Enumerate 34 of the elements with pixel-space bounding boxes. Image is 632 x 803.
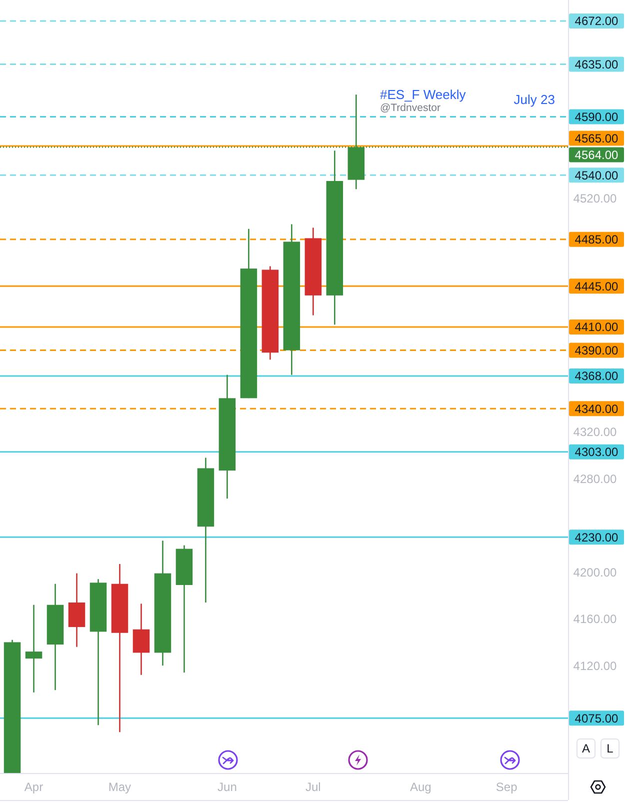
ref-line-label: 4540.00 xyxy=(574,168,619,182)
x-tick-label: Jul xyxy=(305,780,321,794)
ref-line-label: 4485.00 xyxy=(574,232,619,247)
y-tick-label: 4280.00 xyxy=(573,472,618,486)
ref-line-label: 4390.00 xyxy=(574,344,619,358)
ref-line-label: 4672.00 xyxy=(574,14,619,28)
ref-line-label: 4564.00 xyxy=(574,148,619,162)
auto-scale-button: A xyxy=(576,738,596,758)
y-tick-label: 4160.00 xyxy=(573,612,618,626)
x-tick-label: Aug xyxy=(410,780,432,794)
y-tick-label: 4520.00 xyxy=(573,192,618,206)
ref-line-label: 4565.00 xyxy=(574,131,619,146)
text: #ES_F Weekly xyxy=(380,87,466,102)
y-tick-label: 4320.00 xyxy=(573,425,618,440)
ref-line-label: 4340.00 xyxy=(574,402,619,416)
candlestick xyxy=(132,603,150,676)
candlestick xyxy=(25,604,42,694)
x-tick-label: Sep xyxy=(496,780,518,794)
ref-line-label: 4368.00 xyxy=(574,369,619,384)
x-tick-label: Apr xyxy=(24,780,44,794)
ref-line-label: 4445.00 xyxy=(574,279,619,294)
log-scale-button: L xyxy=(600,738,620,758)
ref-line-label: 4410.00 xyxy=(574,320,619,334)
x-tick-label: Jun xyxy=(218,780,237,794)
ref-line-label: 4635.00 xyxy=(574,57,619,72)
ref-line-label: 4075.00 xyxy=(574,711,619,726)
ref-line-label: 4303.00 xyxy=(574,445,619,460)
y-tick-label: 4200.00 xyxy=(573,565,618,580)
text: @Trdnvestor xyxy=(380,102,441,114)
y-tick-label: 4120.00 xyxy=(573,658,618,673)
x-tick-label: May xyxy=(108,780,132,794)
annotation: July 23 xyxy=(514,92,555,107)
ref-line-label: 4230.00 xyxy=(574,530,619,544)
ref-line-label: 4590.00 xyxy=(574,110,619,124)
